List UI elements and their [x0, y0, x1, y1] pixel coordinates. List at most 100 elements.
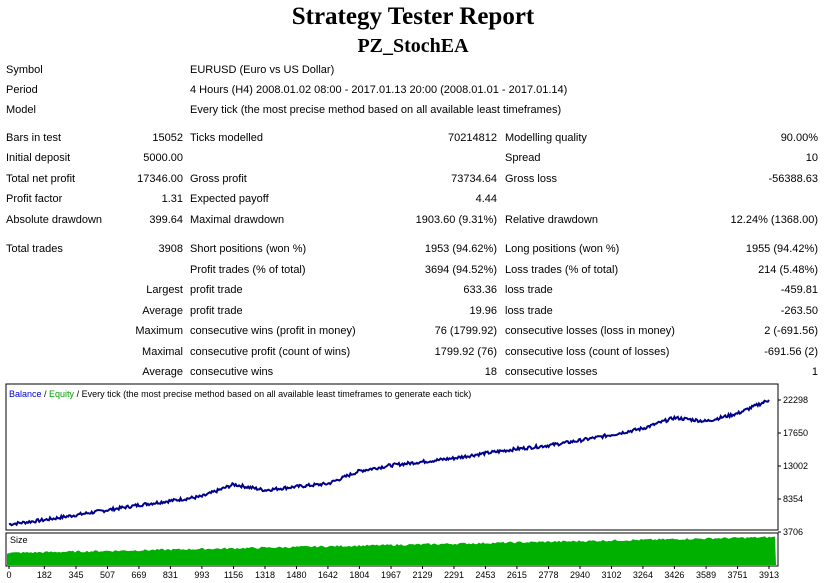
- stat-value: 633.36: [463, 284, 497, 296]
- stat-value: 4.44: [475, 193, 497, 205]
- stat-label: loss trade: [505, 284, 553, 296]
- stat-value: Average: [142, 366, 183, 378]
- size-area: [7, 536, 776, 565]
- info-label: Period: [6, 84, 38, 96]
- x-tick-label: 1480: [286, 570, 306, 580]
- stat-label: consecutive loss (count of losses): [505, 346, 670, 358]
- stat-label: Bars in test: [6, 132, 62, 144]
- stat-value: 18: [484, 366, 497, 378]
- expert-name: PZ_StochEA: [357, 35, 469, 57]
- stat-label: Long positions (won %): [505, 243, 620, 255]
- stat-label: Gross loss: [505, 173, 557, 185]
- x-tick-label: 507: [100, 570, 115, 580]
- stat-value: -263.50: [780, 305, 818, 317]
- x-tick-label: 2129: [412, 570, 432, 580]
- x-tick-label: 3913: [759, 570, 779, 580]
- x-tick-label: 3102: [601, 570, 621, 580]
- x-tick-label: 2778: [539, 570, 559, 580]
- stat-label: Modelling quality: [505, 132, 587, 144]
- info-value: EURUSD (Euro vs US Dollar): [190, 64, 335, 76]
- stat-label: Ticks modelled: [190, 132, 263, 144]
- x-tick-label: 3589: [696, 570, 716, 580]
- stat-label: Expected payoff: [190, 193, 269, 205]
- stat-value: -56388.63: [768, 173, 818, 185]
- stat-value: 1: [811, 366, 818, 378]
- legend-description: Every tick (the most precise method base…: [81, 389, 472, 399]
- stat-value: 5000.00: [143, 152, 183, 164]
- x-tick-label: 1804: [349, 570, 369, 580]
- stat-label: consecutive losses (loss in money): [505, 325, 675, 337]
- stat-label: consecutive losses: [505, 366, 598, 378]
- report-title: Strategy Tester Report: [291, 3, 535, 30]
- x-tick-label: 669: [131, 570, 146, 580]
- y-tick-label: 13002: [783, 461, 808, 471]
- x-tick-label: 1642: [318, 570, 338, 580]
- stat-label: Total net profit: [6, 173, 76, 185]
- y-tick-label: 17650: [783, 428, 808, 438]
- stat-value: 214 (5.48%): [758, 264, 818, 276]
- stat-value: Maximal: [142, 346, 183, 358]
- x-tick-label: 3751: [728, 570, 748, 580]
- x-tick-label: 2615: [507, 570, 527, 580]
- x-tick-label: 1318: [255, 570, 275, 580]
- stat-value: 1955 (94.42%): [745, 243, 818, 255]
- stat-label: consecutive wins (profit in money): [190, 325, 356, 337]
- stat-value: -459.81: [780, 284, 818, 296]
- stat-value: Largest: [146, 284, 183, 296]
- x-tick-label: 2940: [570, 570, 590, 580]
- y-tick-label: 22298: [783, 395, 808, 405]
- stat-value: 10: [805, 152, 818, 164]
- stat-label: Initial deposit: [6, 152, 71, 164]
- x-tick-label: 182: [37, 570, 52, 580]
- stat-label: Profit trades (% of total): [190, 264, 306, 276]
- x-tick-label: 1967: [381, 570, 401, 580]
- stat-value: 3908: [158, 243, 183, 255]
- y-tick-label: 8354: [783, 494, 803, 504]
- stat-label: Spread: [505, 152, 541, 164]
- stat-label: profit trade: [190, 284, 243, 296]
- stat-value: Maximum: [135, 325, 183, 337]
- x-tick-label: 3264: [633, 570, 653, 580]
- x-tick-label: 1156: [224, 570, 243, 580]
- balance-line: [8, 399, 770, 527]
- stat-label: Loss trades (% of total): [505, 264, 619, 276]
- size-label: Size: [10, 535, 28, 545]
- stat-label: Absolute drawdown: [6, 214, 103, 226]
- stat-value: 1903.60 (9.31%): [415, 214, 497, 226]
- stat-value: 90.00%: [780, 132, 818, 144]
- stat-label: profit trade: [190, 305, 243, 317]
- x-tick-label: 831: [163, 570, 178, 580]
- stat-label: consecutive profit (count of wins): [190, 346, 351, 358]
- stat-value: 17346.00: [137, 173, 183, 185]
- x-tick-label: 3426: [664, 570, 684, 580]
- stat-value: -691.56 (2): [764, 346, 818, 358]
- stat-label: Maximal drawdown: [190, 214, 285, 226]
- info-label: Model: [6, 104, 36, 116]
- stat-value: 1.31: [161, 193, 183, 205]
- x-tick-label: 2453: [475, 570, 495, 580]
- stat-value: 399.64: [149, 214, 183, 226]
- legend-balance: Balance: [9, 389, 42, 399]
- stat-value: 1953 (94.62%): [424, 243, 497, 255]
- info-label: Symbol: [6, 64, 43, 76]
- legend-equity: Equity: [49, 389, 75, 399]
- balance-chart: 22298 17650 13002 8354 3706 0 182 345 507 669 831 9…: [5, 383, 808, 580]
- stat-value: 76 (1799.92): [434, 325, 497, 337]
- info-value: 4 Hours (H4) 2008.01.02 08:00 - 2017.01.…: [190, 84, 568, 96]
- stat-value: 70214812: [448, 132, 497, 144]
- stat-value: 15052: [152, 132, 183, 144]
- stat-value: 1799.92 (76): [434, 346, 497, 358]
- stat-value: 73734.64: [451, 173, 497, 185]
- stat-label: loss trade: [505, 305, 553, 317]
- x-tick-label: 0: [6, 570, 11, 580]
- info-value: Every tick (the most precise method base…: [190, 104, 562, 116]
- stat-value: 19.96: [469, 305, 497, 317]
- stat-label: Gross profit: [190, 173, 247, 185]
- legend-sep: /: [74, 389, 82, 399]
- stat-label: Profit factor: [6, 193, 63, 205]
- stat-label: Total trades: [6, 243, 63, 255]
- stat-label: Short positions (won %): [190, 243, 307, 255]
- stat-label: consecutive wins: [190, 366, 274, 378]
- stat-value: 3694 (94.52%): [424, 264, 497, 276]
- x-tick-label: 345: [68, 570, 83, 580]
